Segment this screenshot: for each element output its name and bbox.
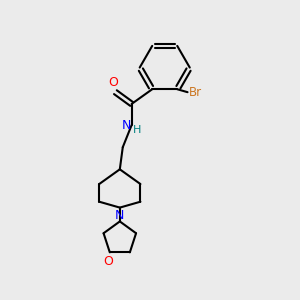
Text: N: N xyxy=(122,119,131,132)
Text: N: N xyxy=(115,209,124,222)
Text: O: O xyxy=(108,76,118,88)
Text: Br: Br xyxy=(189,86,202,99)
Text: H: H xyxy=(133,124,141,135)
Text: O: O xyxy=(103,255,113,268)
